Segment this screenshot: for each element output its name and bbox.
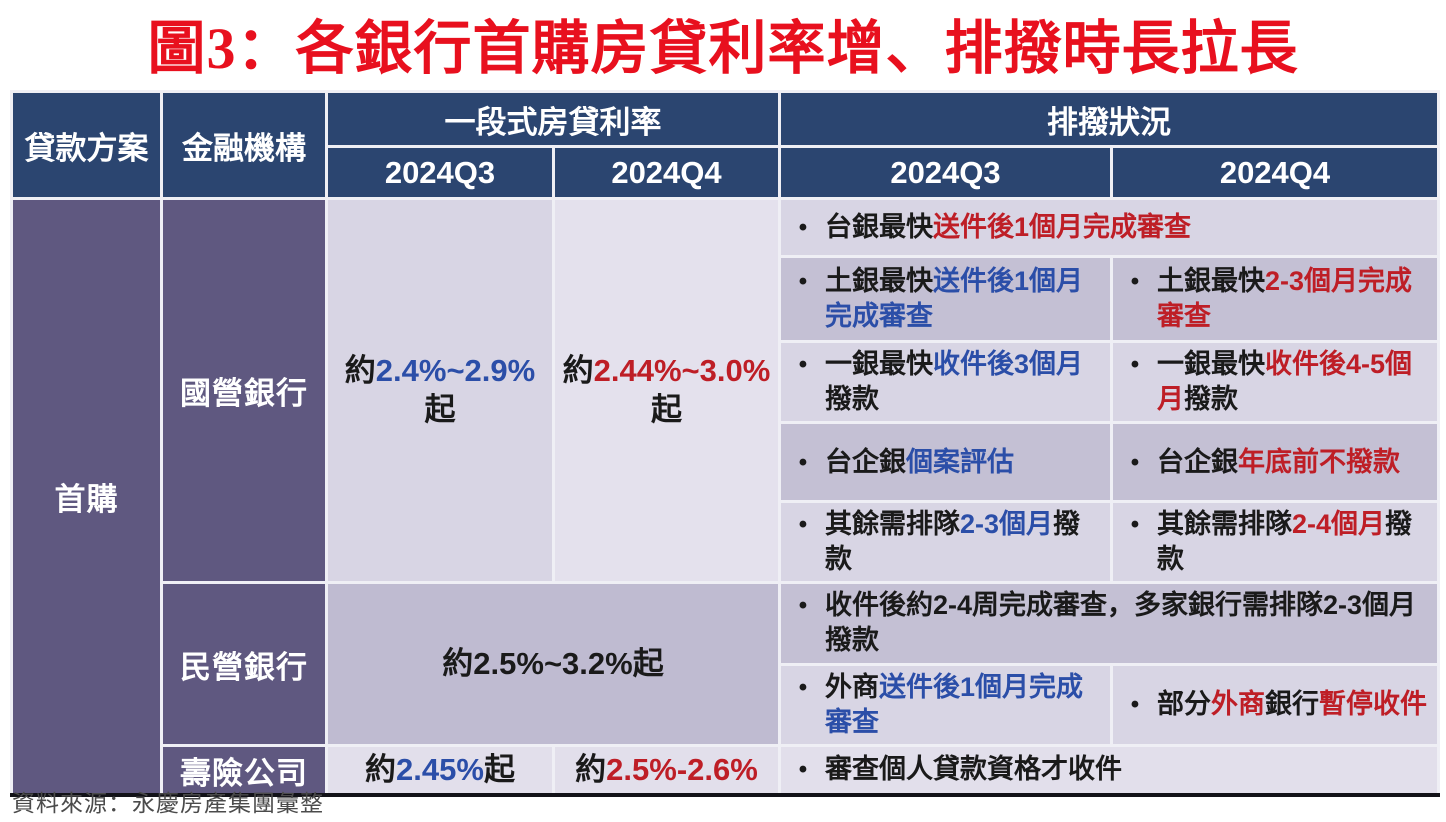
disb-text: 部分外商銀行暫停收件 (1157, 689, 1427, 720)
cell-loan-plan-first-purchase: 首購 (10, 197, 163, 797)
bullet-icon: • (798, 213, 808, 241)
cell-disb-private-common: • 收件後約2-4周完成審查，多家銀行需排隊2-3個月撥款 (778, 581, 1440, 666)
cell-disb-life-common: • 審查個人貸款資格才收件 (778, 743, 1440, 797)
col-header-loan-plan: 貸款方案 (10, 90, 163, 200)
disb-text: 土銀最快送件後1個月完成審查 (825, 265, 1084, 331)
col-header-rate-2024q3: 2024Q3 (325, 145, 555, 200)
cell-institution-private-banks: 民營銀行 (160, 581, 328, 747)
col-header-disb-2024q4: 2024Q4 (1110, 145, 1440, 200)
cell-disb-land-bank-q3: • 土銀最快送件後1個月完成審查 (778, 255, 1113, 343)
source-note: 資料來源：永慶房產集團彙整 (12, 790, 324, 816)
bullet-icon: • (1130, 691, 1140, 719)
figure-title: 圖3：各銀行首購房貸利率增、排撥時長拉長 (147, 16, 1299, 81)
disb-text: 台銀最快送件後1個月完成審查 (825, 211, 1192, 242)
cell-disb-others-q4: • 其餘需排隊2-4個月撥款 (1110, 500, 1440, 585)
disb-text: 土銀最快2-3個月完成審查 (1157, 265, 1413, 331)
disb-text: 一銀最快收件後3個月撥款 (825, 349, 1084, 415)
cell-disb-foreign-q4: • 部分外商銀行暫停收件 (1110, 662, 1440, 747)
cell-disb-foreign-q3: • 外商送件後1個月完成審查 (778, 662, 1113, 747)
cell-disb-others-q3: • 其餘需排隊2-3個月撥款 (778, 500, 1113, 585)
bullet-icon: • (798, 756, 808, 784)
col-group-rate: 一段式房貸利率 (325, 90, 781, 148)
cell-disb-tbb-q4: • 台企銀年底前不撥款 (1110, 421, 1440, 504)
cell-disb-tbb-q3: • 台企銀個案評估 (778, 421, 1113, 504)
bullet-icon: • (798, 351, 808, 378)
col-header-rate-2024q4: 2024Q4 (552, 145, 781, 200)
disb-text: 台企銀個案評估 (825, 446, 1014, 477)
cell-disb-first-bank-q3: • 一銀最快收件後3個月撥款 (778, 339, 1113, 425)
bullet-icon: • (798, 592, 808, 620)
bullet-icon: • (1130, 267, 1140, 295)
cell-rate-life-2024q4: 約2.5%-2.6% (552, 743, 781, 797)
disb-text: 台企銀年底前不撥款 (1157, 446, 1400, 477)
bullet-icon: • (798, 673, 808, 701)
bullet-icon: • (798, 267, 808, 295)
bullet-icon: • (798, 511, 808, 539)
disb-text: 審查個人貸款資格才收件 (825, 754, 1122, 785)
bullet-icon: • (1130, 448, 1140, 476)
bullet-icon: • (1130, 511, 1140, 539)
cell-rate-state-2024q4: 約2.44%~3.0%起 (552, 196, 781, 585)
cell-disb-first-bank-q4: • 一銀最快收件後4-5個月撥款 (1110, 339, 1440, 425)
cell-institution-state-banks: 國營銀行 (160, 196, 328, 585)
disb-text: 其餘需排隊2-4個月撥款 (1157, 509, 1413, 575)
cell-institution-life-insurance: 壽險公司 (160, 743, 328, 797)
bullet-icon: • (798, 448, 808, 476)
disb-text: 其餘需排隊2-3個月撥款 (825, 509, 1081, 575)
cell-rate-life-2024q3: 約2.45%起 (325, 743, 555, 797)
disb-text: 一銀最快收件後4-5個月撥款 (1157, 349, 1413, 415)
rate-disbursement-table: 貸款方案 金融機構 一段式房貸利率 排撥狀況 2024Q3 2024Q4 202… (10, 90, 1440, 798)
col-group-disbursement: 排撥狀況 (778, 90, 1440, 148)
cell-rate-private-both-quarters: 約2.5%~3.2%起 (325, 581, 781, 747)
bullet-icon: • (1130, 351, 1140, 378)
col-header-disb-2024q3: 2024Q3 (778, 145, 1113, 200)
cell-rate-state-2024q3: 約2.4%~2.9%起 (325, 196, 555, 585)
cell-disb-land-bank-q4: • 土銀最快2-3個月完成審查 (1110, 255, 1440, 343)
disb-text: 外商送件後1個月完成審查 (825, 671, 1084, 737)
cell-disb-state-taiwan-bank: • 台銀最快送件後1個月完成審查 (778, 197, 1440, 258)
col-header-institution: 金融機構 (160, 90, 328, 200)
disb-text: 收件後約2-4周完成審查，多家銀行需排隊2-3個月撥款 (825, 590, 1417, 656)
